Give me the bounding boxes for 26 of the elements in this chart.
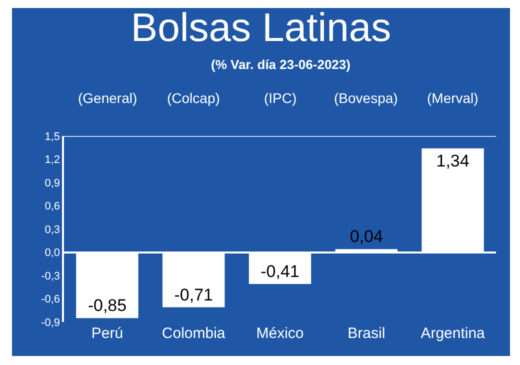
y-tick-label: 1,5 xyxy=(44,130,60,143)
x-tick-label: Perú xyxy=(91,325,124,342)
y-tick-label: 0,6 xyxy=(44,200,60,213)
data-label: -0,71 xyxy=(174,285,213,304)
y-tick-label: 0,0 xyxy=(44,247,60,260)
y-tick-label: -0,9 xyxy=(41,316,60,329)
x-tick-label: Colombia xyxy=(162,325,226,342)
y-tick-label: 1,2 xyxy=(44,154,60,166)
text: (General) xyxy=(78,90,138,106)
text: (IPC) xyxy=(264,90,297,106)
text: (Bovespa) xyxy=(334,90,398,106)
text: (Colcap) xyxy=(167,90,220,106)
x-tick-label: México xyxy=(256,325,304,342)
data-label: 0,04 xyxy=(350,227,383,246)
y-tick-label: -0,6 xyxy=(41,294,60,306)
text: (Merval) xyxy=(427,90,478,106)
y-tick-label: 0,9 xyxy=(44,177,60,190)
chart-title: Bolsas Latinas xyxy=(130,6,392,50)
x-tick-label: Brasil xyxy=(348,325,386,342)
x-tick-label: Argentina xyxy=(420,325,486,342)
chart-subtitle: (% Var. día 23-06-2023) xyxy=(211,57,350,72)
data-label: 1,34 xyxy=(436,151,470,170)
data-label: -0,41 xyxy=(260,262,300,282)
y-tick-label: 0,3 xyxy=(44,224,60,236)
data-label: -0,85 xyxy=(88,296,127,316)
y-tick-label: -0,3 xyxy=(41,270,60,282)
